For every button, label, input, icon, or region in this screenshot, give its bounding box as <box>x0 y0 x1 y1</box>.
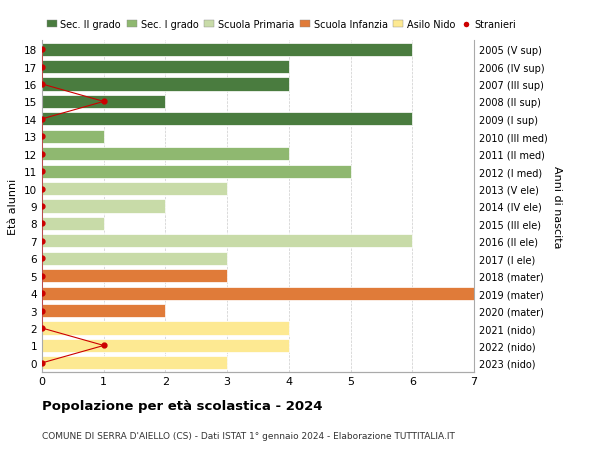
Bar <box>42 113 412 126</box>
Bar <box>42 61 289 74</box>
Legend: Sec. II grado, Sec. I grado, Scuola Primaria, Scuola Infanzia, Asilo Nido, Stran: Sec. II grado, Sec. I grado, Scuola Prim… <box>47 20 517 30</box>
Bar <box>42 165 350 178</box>
Bar <box>42 218 104 230</box>
Bar <box>42 252 227 265</box>
Y-axis label: Anni di nascita: Anni di nascita <box>551 165 562 248</box>
Bar <box>42 95 166 109</box>
Bar <box>42 287 474 300</box>
Y-axis label: Età alunni: Età alunni <box>8 179 19 235</box>
Bar <box>42 339 289 352</box>
Bar <box>42 78 289 91</box>
Bar <box>42 304 166 318</box>
Bar <box>42 148 289 161</box>
Bar <box>42 322 289 335</box>
Bar <box>42 269 227 283</box>
Text: Popolazione per età scolastica - 2024: Popolazione per età scolastica - 2024 <box>42 399 323 412</box>
Bar <box>42 357 227 369</box>
Bar <box>42 183 227 196</box>
Bar <box>42 235 412 248</box>
Text: COMUNE DI SERRA D'AIELLO (CS) - Dati ISTAT 1° gennaio 2024 - Elaborazione TUTTIT: COMUNE DI SERRA D'AIELLO (CS) - Dati IST… <box>42 431 455 441</box>
Bar <box>42 130 104 144</box>
Bar <box>42 44 412 56</box>
Bar <box>42 200 166 213</box>
